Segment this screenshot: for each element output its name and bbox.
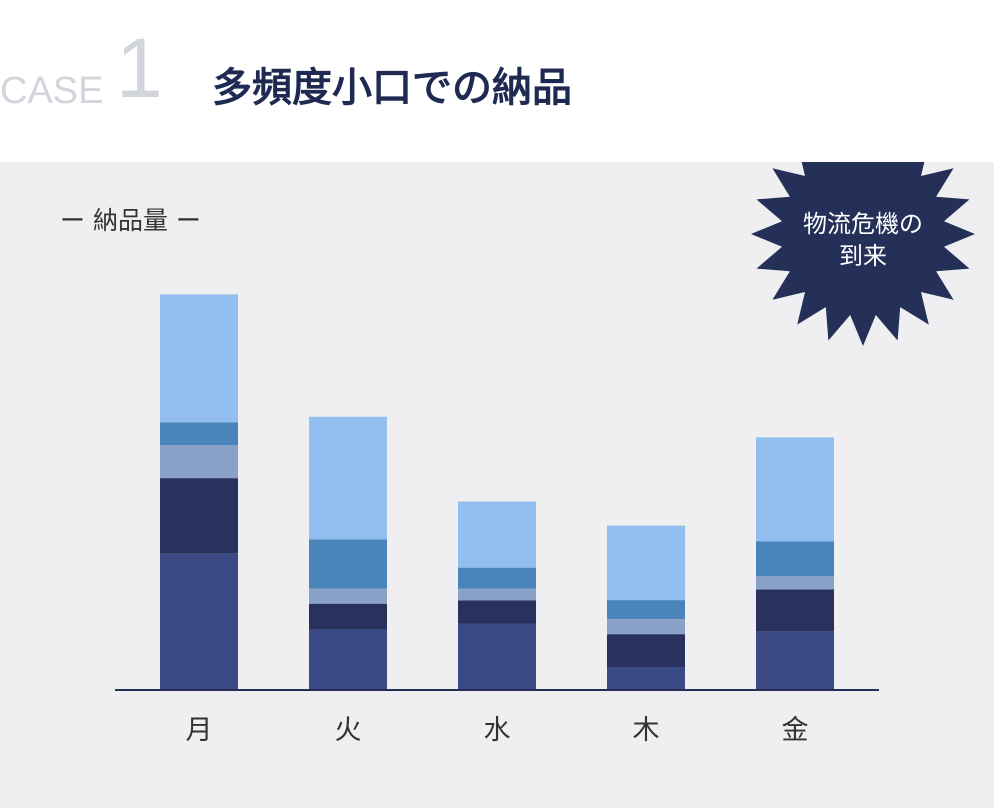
- category-label: 金: [782, 715, 809, 746]
- category-label: 木: [633, 715, 660, 746]
- bar-segment: [160, 422, 238, 446]
- bar-segment: [309, 539, 387, 589]
- bar-segment: [160, 553, 238, 690]
- bar-segment: [309, 629, 387, 690]
- bar-segment: [756, 437, 834, 542]
- category-label: 火: [335, 715, 362, 746]
- category-labels: 月火水木金: [186, 715, 809, 746]
- bar-segment: [607, 634, 685, 668]
- bar-segment: [607, 600, 685, 620]
- case-number: 1: [116, 21, 163, 115]
- bar-segment: [309, 603, 387, 630]
- bar-segment: [309, 588, 387, 604]
- bar-segment: [756, 541, 834, 577]
- starburst-shape: [751, 162, 975, 346]
- page-title: 多頻度小口での納品: [212, 65, 572, 111]
- category-label: 月: [186, 715, 213, 746]
- bar-segment: [160, 478, 238, 554]
- bar-segment: [756, 576, 834, 590]
- bar-segment: [756, 631, 834, 690]
- bar-segment: [458, 588, 536, 601]
- stacked-bar-chart: ー 納品量 ー 月 火 水 木 金 物流危機の 到来: [60, 162, 975, 746]
- chart-panel: ー 納品量 ー 月 火 水 木 金 物流危機の 到来: [0, 162, 994, 808]
- bar-segment: [160, 445, 238, 479]
- badge-line-1: 物流危機の: [803, 210, 923, 238]
- y-axis-label: ー 納品量 ー: [60, 206, 201, 235]
- category-label: 水: [484, 715, 511, 746]
- bar-segment: [458, 567, 536, 589]
- header: CASE 1 多頻度小口での納品: [0, 0, 994, 160]
- bar-segment: [458, 501, 536, 568]
- bar-segment: [607, 619, 685, 635]
- bar-segment: [458, 600, 536, 624]
- bar-segment: [607, 525, 685, 601]
- bar-segment: [756, 589, 834, 632]
- bar-segment: [160, 294, 238, 423]
- bar-segment: [607, 667, 685, 690]
- crisis-badge: 物流危機の 到来: [751, 162, 975, 346]
- bar-segment: [309, 416, 387, 540]
- badge-line-2: 到来: [839, 242, 887, 270]
- case-label: CASE: [0, 70, 104, 112]
- bars-group: [160, 294, 834, 690]
- bar-segment: [458, 623, 536, 690]
